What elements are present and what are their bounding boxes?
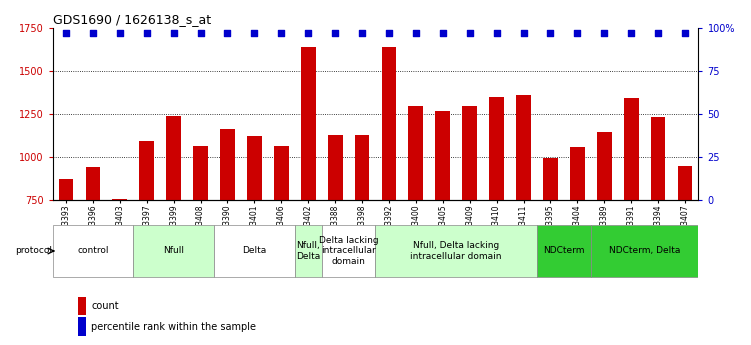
Text: Delta: Delta — [243, 246, 267, 256]
Bar — [321, 225, 376, 277]
Point — [490, 30, 502, 36]
Bar — [193, 146, 208, 200]
Bar — [113, 199, 127, 200]
Point — [463, 30, 475, 36]
Point — [517, 30, 529, 36]
Bar — [382, 47, 397, 200]
Bar — [591, 225, 698, 277]
Bar — [436, 111, 450, 200]
Bar — [570, 147, 585, 200]
Bar — [543, 158, 558, 200]
Bar — [650, 117, 665, 200]
Point — [167, 30, 179, 36]
Text: Nfull,
Delta: Nfull, Delta — [296, 241, 321, 261]
Point — [356, 30, 368, 36]
Point — [572, 30, 584, 36]
Text: count: count — [92, 301, 119, 311]
Bar — [327, 135, 342, 200]
Bar — [624, 98, 638, 200]
Bar — [301, 47, 315, 200]
Text: percentile rank within the sample: percentile rank within the sample — [92, 322, 256, 332]
Bar — [220, 129, 235, 200]
Bar — [274, 146, 288, 200]
Bar — [409, 106, 424, 200]
Point — [679, 30, 691, 36]
Bar — [214, 225, 294, 277]
Text: Nfull: Nfull — [163, 246, 184, 256]
Point — [599, 30, 611, 36]
Bar — [354, 135, 369, 200]
Bar — [516, 95, 531, 200]
Point — [222, 30, 234, 36]
Bar — [134, 225, 214, 277]
Point — [276, 30, 288, 36]
Text: protocol: protocol — [16, 246, 53, 256]
Bar — [53, 225, 134, 277]
Point — [410, 30, 422, 36]
Point — [625, 30, 637, 36]
Point — [544, 30, 556, 36]
Point — [302, 30, 314, 36]
Bar — [463, 106, 477, 200]
Point — [437, 30, 449, 36]
Bar — [677, 166, 692, 200]
Text: NDCterm, Delta: NDCterm, Delta — [609, 246, 680, 256]
Bar — [78, 297, 86, 315]
Bar — [537, 225, 591, 277]
Bar — [86, 167, 101, 200]
Point — [114, 30, 126, 36]
Point — [249, 30, 261, 36]
Bar — [376, 225, 537, 277]
Bar — [597, 132, 611, 200]
Point — [383, 30, 395, 36]
Point — [140, 30, 152, 36]
Point — [60, 30, 72, 36]
Point — [652, 30, 664, 36]
Bar — [247, 136, 262, 200]
Bar — [294, 225, 321, 277]
Bar — [78, 317, 86, 336]
Text: Nfull, Delta lacking
intracellular domain: Nfull, Delta lacking intracellular domai… — [411, 241, 502, 261]
Text: NDCterm: NDCterm — [543, 246, 584, 256]
Bar — [166, 116, 181, 200]
Point — [329, 30, 341, 36]
Bar — [140, 141, 154, 200]
Text: control: control — [77, 246, 109, 256]
Text: GDS1690 / 1626138_s_at: GDS1690 / 1626138_s_at — [53, 13, 211, 27]
Point — [87, 30, 99, 36]
Text: Delta lacking
intracellular
domain: Delta lacking intracellular domain — [318, 236, 379, 266]
Bar — [59, 178, 74, 200]
Point — [195, 30, 207, 36]
Bar — [489, 97, 504, 200]
